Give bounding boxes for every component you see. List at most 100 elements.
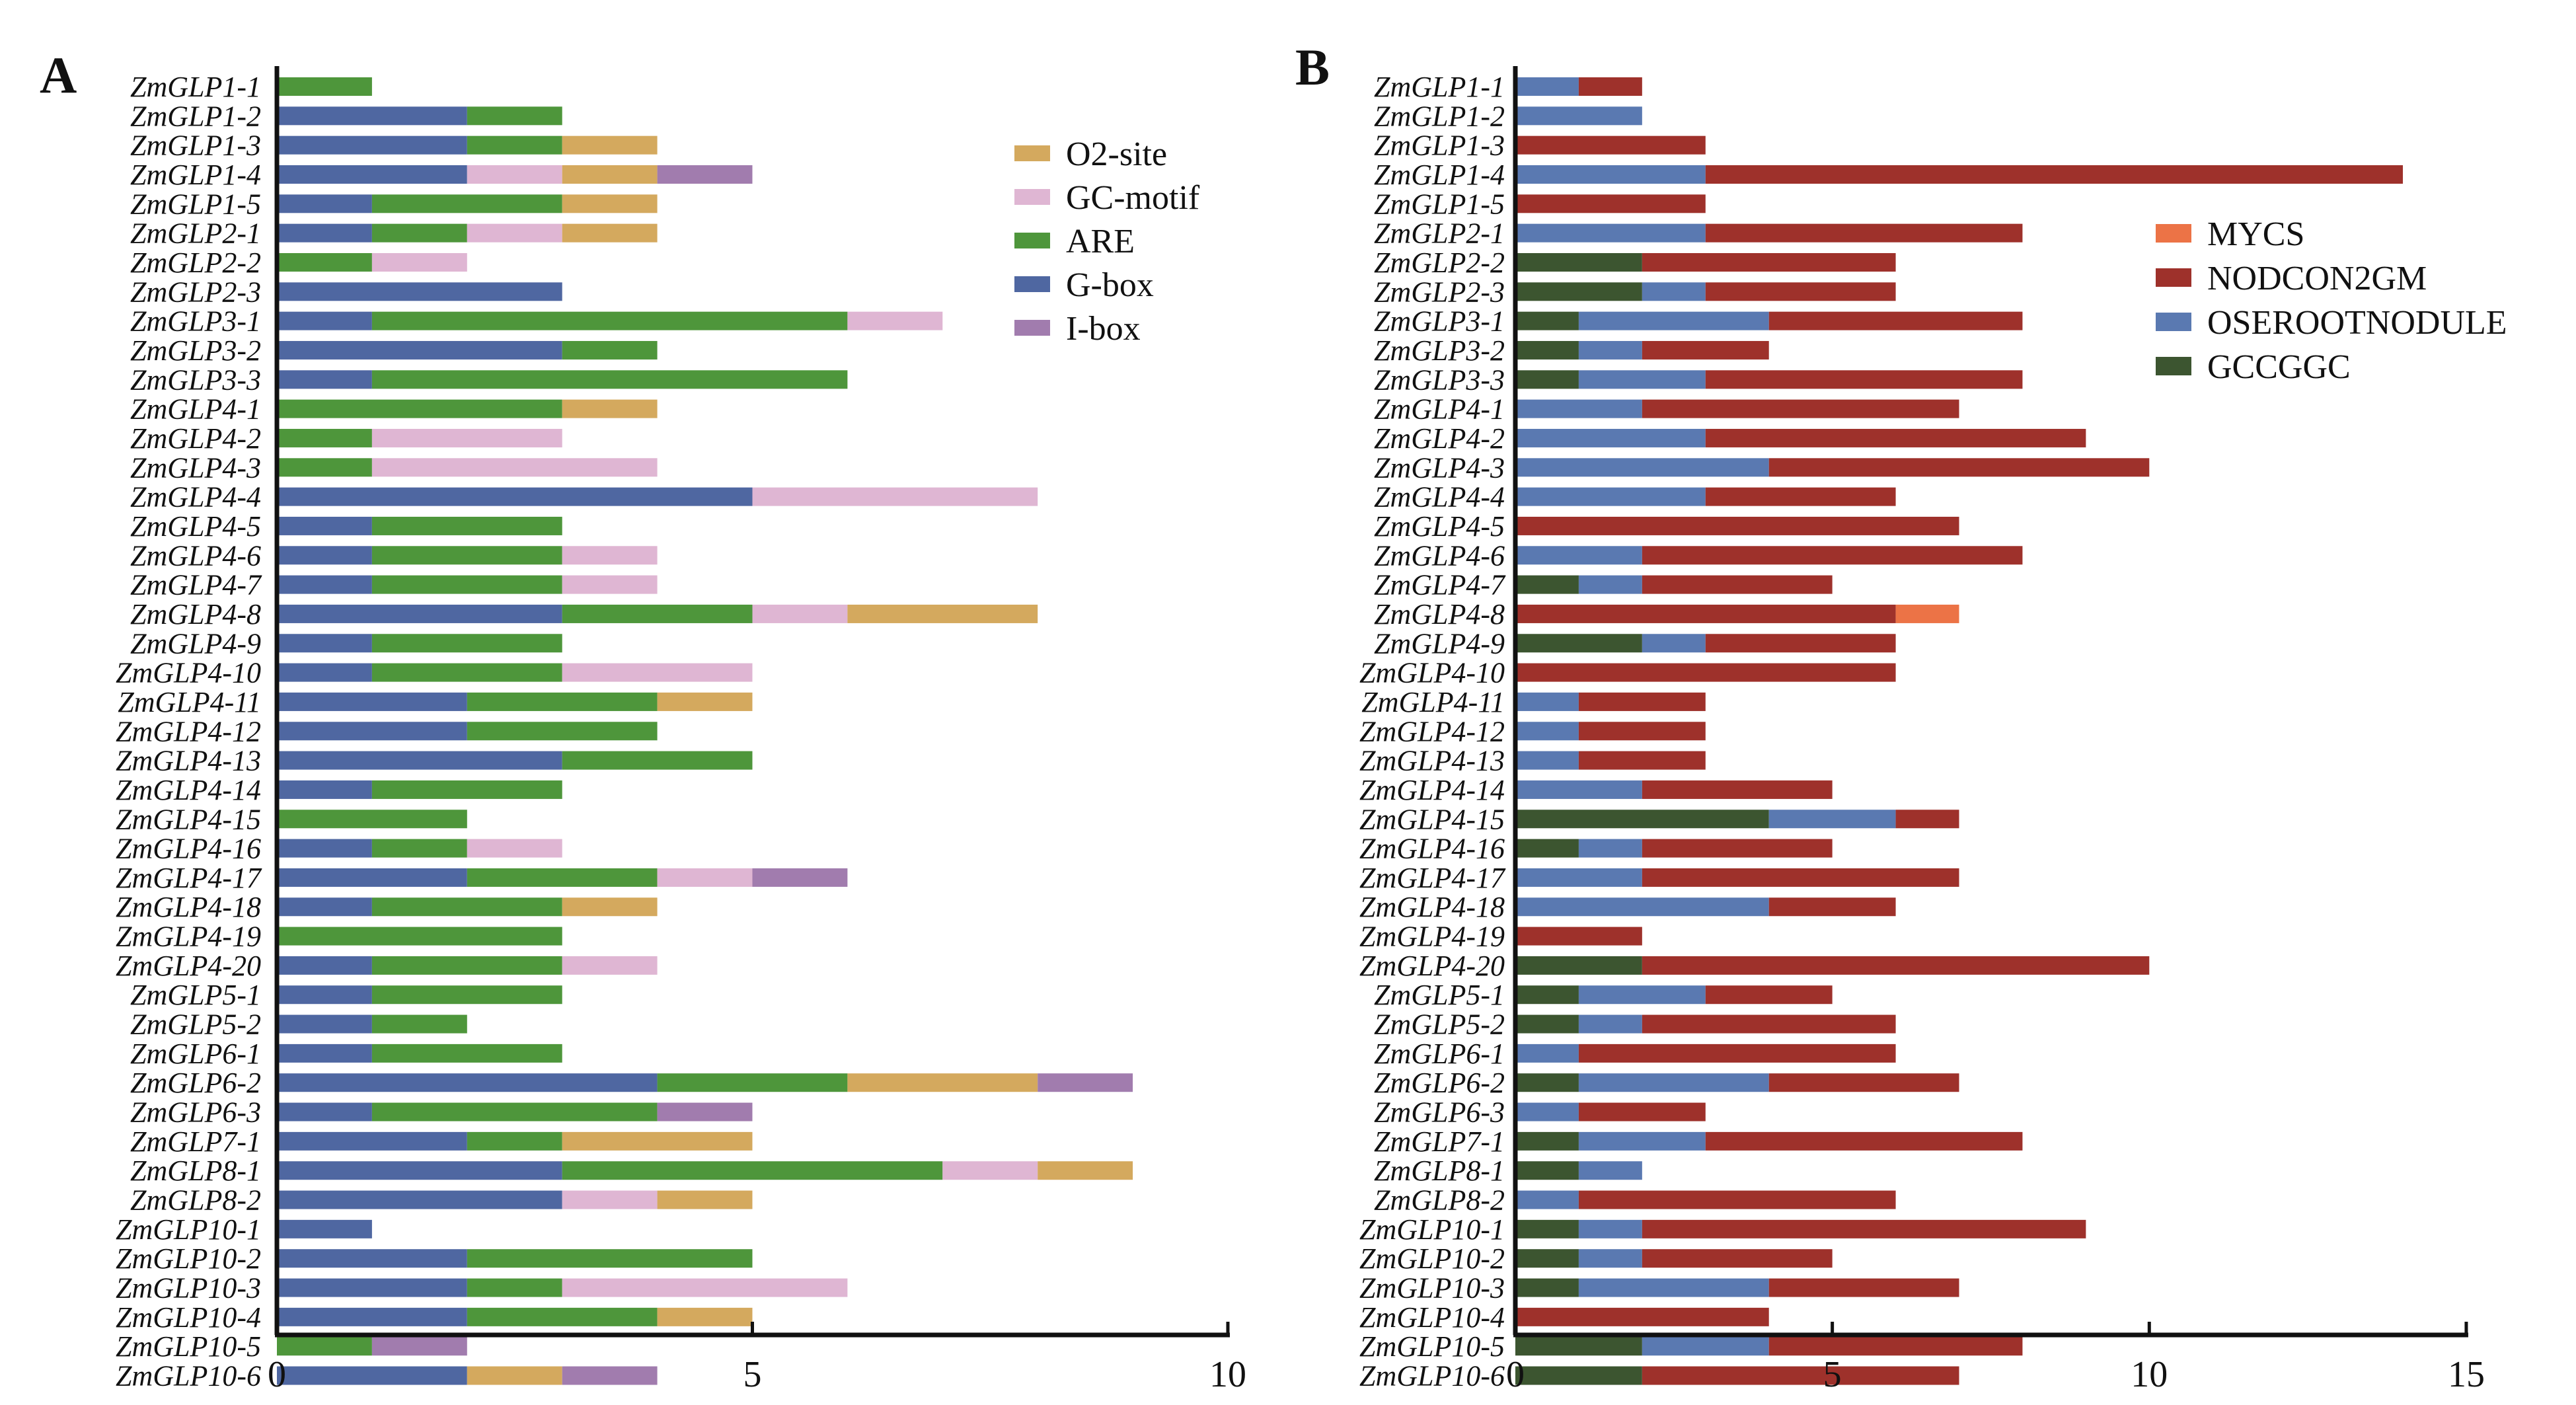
chart-b-bar-segment-nodcon2gm	[1578, 751, 1706, 770]
chart-a-bar-segment-o2-site	[562, 1131, 753, 1151]
chart-a-bar-segment-g-box	[277, 165, 467, 184]
chart-a-bar-segment-o2-site	[467, 1366, 562, 1385]
chart-b-bar-segment-gccggc	[1515, 1278, 1579, 1297]
chart-b-bar-segment-oserootnodule	[1515, 751, 1579, 770]
chart-b-category-label: ZmGLP4-20	[1359, 950, 1505, 982]
chart-b-category-label: ZmGLP1-3	[1374, 130, 1505, 162]
chart-b-bar-segment-gccggc	[1515, 1219, 1579, 1238]
chart-a-category-label: ZmGLP10-2	[116, 1242, 261, 1275]
chart-b-bar-segment-oserootnodule	[1578, 1219, 1642, 1238]
panel-b-chart: B ZmGLP1-1ZmGLP1-2ZmGLP1-3ZmGLP1-4ZmGLP1-…	[1295, 38, 2507, 1395]
chart-b-bar-segment-nodcon2gm	[1515, 927, 1642, 946]
chart-a-bar-segment-are	[277, 252, 372, 272]
chart-b-bar-segment-gccggc	[1515, 252, 1642, 272]
chart-a-bar-segment-gc-motif	[562, 1190, 658, 1209]
chart-a-bar-segment-g-box	[277, 516, 372, 535]
chart-b-category-label: ZmGLP10-2	[1359, 1242, 1505, 1275]
chart-a-bar-segment-are	[371, 634, 562, 653]
chart-a-category-label: ZmGLP10-1	[116, 1213, 261, 1246]
chart-a-bar-segment-are	[371, 1044, 562, 1063]
chart-a-bar-segment-are	[371, 546, 562, 565]
chart-a-bar-segment-g-box	[277, 1073, 658, 1092]
chart-a-bar-segment-o2-site	[562, 165, 658, 184]
chart-a-bar-segment-i-box	[657, 1102, 753, 1121]
chart-b-bar-segment-oserootnodule	[1515, 487, 1706, 506]
chart-b-bar-segment-oserootnodule	[1515, 223, 1706, 243]
chart-b-bar-segment-oserootnodule	[1578, 839, 1642, 858]
chart-b-bar-segment-oserootnodule	[1578, 1073, 1769, 1092]
chart-b-bar-segment-nodcon2gm	[1768, 1337, 2023, 1356]
chart-a-category-label: ZmGLP8-2	[130, 1184, 261, 1217]
chart-b-bar-segment-oserootnodule	[1515, 722, 1579, 741]
chart-a-bar-segment-g-box	[277, 1307, 467, 1326]
chart-b-bar-segment-gccggc	[1515, 634, 1642, 653]
chart-a-bar-segment-i-box	[562, 1366, 658, 1385]
chart-a-bar-segment-o2-site	[562, 223, 658, 243]
chart-b-bar-segment-oserootnodule	[1515, 1102, 1579, 1121]
chart-a-bar-segment-i-box	[1038, 1073, 1133, 1092]
chart-a-bar-segment-g-box	[277, 692, 467, 711]
chart-b-category-label: ZmGLP4-13	[1359, 745, 1505, 777]
chart-b-category-label: ZmGLP4-17	[1359, 862, 1506, 894]
chart-a-bar-segment-are	[371, 839, 467, 858]
chart-a-bar-segment-i-box	[371, 1337, 467, 1356]
panel-a-chart: A ZmGLP1-1ZmGLP1-2ZmGLP1-3ZmGLP1-4ZmGLP1-…	[40, 46, 1246, 1395]
chart-b-bar-segment-gccggc	[1515, 956, 1642, 975]
chart-a-bar-segment-are	[371, 663, 562, 682]
chart-a-legend-swatch	[1014, 189, 1050, 205]
chart-a-category-label: ZmGLP6-1	[130, 1038, 261, 1070]
chart-b-bar-segment-nodcon2gm	[1642, 1249, 1833, 1268]
chart-a-bar-segment-g-box	[277, 1366, 467, 1385]
chart-a-category-label: ZmGLP5-2	[130, 1008, 261, 1041]
chart-a-bar-segment-are	[562, 751, 753, 770]
chart-b-category-label: ZmGLP8-1	[1374, 1155, 1505, 1187]
chart-b-x-tick-label: 0	[1506, 1354, 1525, 1395]
chart-b-bar-segment-oserootnodule	[1515, 1190, 1579, 1209]
chart-b-bar-segment-oserootnodule	[1515, 399, 1642, 418]
chart-a-bar-segment-g-box	[277, 868, 467, 887]
chart-a-category-label: ZmGLP3-1	[130, 305, 261, 338]
chart-a-legend: O2-site GC-motif ARE G-box I-box	[1014, 135, 1200, 348]
chart-a-category-label: ZmGLP4-12	[116, 715, 261, 747]
chart-a-bar-segment-g-box	[277, 1219, 372, 1238]
chart-a-bar-segment-are	[371, 985, 562, 1005]
chart-a-bar-segment-are	[371, 223, 467, 243]
chart-a-legend-label: O2-site	[1066, 135, 1167, 173]
chart-b-bar-segment-gccggc	[1515, 839, 1579, 858]
chart-a-bar-segment-g-box	[277, 1278, 467, 1297]
chart-b-category-label: ZmGLP4-15	[1359, 803, 1505, 835]
chart-a-category-label: ZmGLP8-1	[130, 1155, 261, 1187]
chart-b-bar-segment-nodcon2gm	[1515, 604, 1896, 623]
chart-a-bar-segment-are	[277, 77, 372, 96]
chart-a-bar-segment-g-box	[277, 1161, 562, 1180]
chart-a-bar-segment-are	[467, 1307, 658, 1326]
chart-b-bar-segment-gccggc	[1515, 1131, 1579, 1151]
chart-a-bar-segment-g-box	[277, 751, 562, 770]
chart-b-bar-segment-oserootnodule	[1578, 340, 1642, 360]
chart-a-category-label: ZmGLP4-4	[130, 481, 261, 513]
chart-a-bar-segment-g-box	[277, 1249, 467, 1268]
chart-b-legend-swatch	[2156, 268, 2191, 287]
chart-a-legend-swatch	[1014, 145, 1050, 161]
chart-b-bar-segment-nodcon2gm	[1705, 634, 1896, 653]
chart-a-bar-segment-g-box	[277, 722, 467, 741]
chart-b-bar-segment-oserootnodule	[1578, 1278, 1769, 1297]
chart-b-bar-segment-oserootnodule	[1642, 1337, 1769, 1356]
chart-b-bar-segment-gccggc	[1515, 1161, 1579, 1180]
chart-a-bar-segment-are	[467, 692, 658, 711]
chart-a-bar-segment-are	[467, 722, 658, 741]
chart-b-legend-label: NODCON2GM	[2207, 260, 2427, 297]
chart-b-bar-segment-oserootnodule	[1578, 575, 1642, 594]
chart-a-category-label: ZmGLP2-2	[130, 247, 261, 279]
chart-a-bar-segment-gc-motif	[752, 604, 848, 623]
chart-b-bar-segment-nodcon2gm	[1642, 575, 1833, 594]
chart-b-bar-segment-nodcon2gm	[1768, 458, 2150, 477]
chart-a-bar-segment-g-box	[277, 1044, 372, 1063]
chart-a-bar-segment-o2-site	[562, 399, 658, 418]
chart-a-category-label: ZmGLP4-19	[116, 921, 261, 953]
chart-b-category-label: ZmGLP4-9	[1374, 627, 1505, 660]
chart-a-bar-segment-gc-motif	[467, 839, 562, 858]
chart-b-legend-label: MYCS	[2207, 215, 2304, 253]
chart-b-bar-segment-gccggc	[1515, 282, 1642, 301]
chart-a-category-label: ZmGLP4-18	[116, 891, 261, 923]
